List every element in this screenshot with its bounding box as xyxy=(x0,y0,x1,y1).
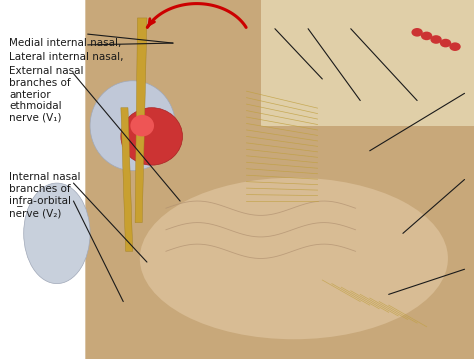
Ellipse shape xyxy=(121,108,182,165)
Circle shape xyxy=(411,28,423,37)
Circle shape xyxy=(421,32,432,40)
Ellipse shape xyxy=(24,183,90,284)
Ellipse shape xyxy=(130,115,154,136)
Circle shape xyxy=(440,39,451,47)
Text: Internal nasal
branches of
inf̲ra-orbital
nerve (V₂): Internal nasal branches of inf̲ra-orbita… xyxy=(9,172,81,218)
Polygon shape xyxy=(121,108,133,251)
Polygon shape xyxy=(261,0,474,126)
Ellipse shape xyxy=(90,81,175,171)
Ellipse shape xyxy=(140,178,448,339)
Circle shape xyxy=(449,42,461,51)
Text: Medial internal nasal,: Medial internal nasal, xyxy=(9,38,122,48)
Polygon shape xyxy=(85,0,474,359)
Text: External nasal
branches of
anterior
ethmoidal
nerve (V₁): External nasal branches of anterior ethm… xyxy=(9,66,84,123)
Polygon shape xyxy=(0,0,95,359)
Text: Lateral internal nasal,: Lateral internal nasal, xyxy=(9,52,124,62)
Circle shape xyxy=(430,35,442,44)
Polygon shape xyxy=(135,18,147,223)
FancyBboxPatch shape xyxy=(85,0,474,359)
